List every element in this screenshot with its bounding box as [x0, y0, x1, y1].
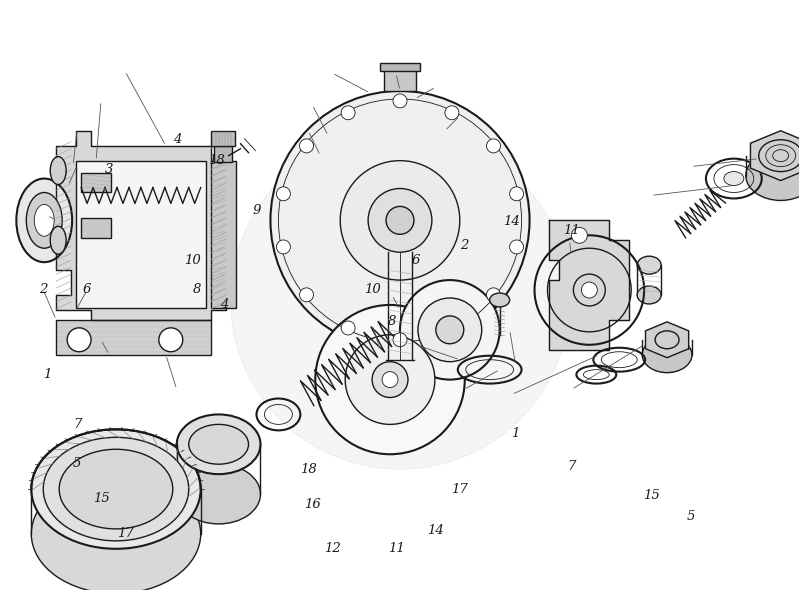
Circle shape — [393, 333, 407, 347]
Ellipse shape — [34, 204, 54, 236]
Text: 14: 14 — [503, 216, 520, 229]
Bar — [210, 161, 235, 308]
Circle shape — [341, 321, 355, 335]
Bar — [81, 173, 111, 193]
Circle shape — [574, 274, 606, 306]
Text: 15: 15 — [93, 492, 110, 505]
Bar — [210, 131, 234, 146]
Ellipse shape — [637, 286, 661, 304]
Circle shape — [368, 189, 432, 252]
Circle shape — [341, 106, 355, 120]
Ellipse shape — [724, 171, 744, 186]
Polygon shape — [646, 322, 689, 358]
Polygon shape — [550, 220, 630, 350]
Circle shape — [277, 187, 290, 201]
Text: 18: 18 — [208, 154, 225, 167]
Text: 18: 18 — [300, 463, 317, 476]
Circle shape — [486, 139, 501, 153]
Text: 5: 5 — [73, 457, 82, 470]
Ellipse shape — [177, 464, 261, 524]
Ellipse shape — [50, 226, 66, 254]
Circle shape — [400, 280, 500, 379]
Circle shape — [445, 106, 459, 120]
Circle shape — [315, 305, 465, 454]
Text: 10: 10 — [184, 254, 201, 267]
Circle shape — [270, 91, 530, 350]
Text: 17: 17 — [117, 527, 134, 540]
Circle shape — [386, 206, 414, 234]
Circle shape — [345, 335, 435, 424]
Bar — [384, 69, 416, 91]
Text: 5: 5 — [686, 509, 695, 522]
Text: 17: 17 — [451, 483, 468, 496]
Circle shape — [67, 328, 91, 352]
Bar — [56, 320, 210, 355]
Text: 4: 4 — [221, 298, 229, 311]
Text: 8: 8 — [193, 283, 201, 296]
Text: 1: 1 — [511, 427, 520, 440]
Text: 11: 11 — [388, 542, 404, 555]
Text: 6: 6 — [412, 254, 420, 267]
Circle shape — [418, 298, 482, 362]
Text: 10: 10 — [364, 283, 381, 296]
Circle shape — [436, 316, 464, 344]
Polygon shape — [750, 131, 800, 180]
Ellipse shape — [637, 256, 661, 274]
Ellipse shape — [43, 437, 189, 541]
Text: 6: 6 — [82, 283, 91, 296]
Text: 9: 9 — [252, 204, 261, 217]
Ellipse shape — [490, 293, 510, 307]
Ellipse shape — [177, 414, 261, 474]
Polygon shape — [56, 131, 226, 320]
Text: 14: 14 — [427, 524, 444, 537]
Text: 8: 8 — [388, 316, 396, 329]
Circle shape — [393, 94, 407, 108]
Text: 15: 15 — [642, 489, 659, 502]
Text: 1: 1 — [43, 368, 52, 381]
Circle shape — [571, 228, 587, 243]
Circle shape — [510, 240, 523, 254]
Text: 7: 7 — [567, 460, 575, 473]
Circle shape — [372, 362, 408, 398]
Text: 7: 7 — [73, 418, 82, 431]
Ellipse shape — [642, 337, 692, 373]
Bar — [214, 146, 231, 161]
Text: 3: 3 — [105, 163, 114, 176]
Circle shape — [445, 321, 459, 335]
Bar — [76, 161, 206, 308]
Text: 4: 4 — [173, 133, 181, 146]
Ellipse shape — [26, 193, 62, 248]
Circle shape — [382, 372, 398, 388]
Ellipse shape — [746, 151, 800, 200]
Bar — [81, 218, 111, 238]
Text: 2: 2 — [459, 239, 468, 252]
Circle shape — [230, 131, 570, 469]
Ellipse shape — [31, 430, 201, 549]
Circle shape — [299, 288, 314, 302]
Ellipse shape — [189, 424, 249, 464]
Circle shape — [299, 139, 314, 153]
Bar — [380, 63, 420, 71]
Text: SD: SD — [257, 166, 543, 342]
Ellipse shape — [16, 178, 72, 262]
Circle shape — [277, 240, 290, 254]
Ellipse shape — [50, 157, 66, 184]
Text: 12: 12 — [324, 542, 341, 555]
Circle shape — [510, 187, 523, 201]
Ellipse shape — [59, 449, 173, 529]
Text: 11: 11 — [563, 225, 580, 238]
Text: 16: 16 — [304, 498, 321, 511]
Circle shape — [486, 288, 501, 302]
Circle shape — [159, 328, 182, 352]
Ellipse shape — [31, 474, 201, 591]
Circle shape — [340, 161, 460, 280]
Text: 2: 2 — [38, 283, 47, 296]
Circle shape — [582, 282, 598, 298]
